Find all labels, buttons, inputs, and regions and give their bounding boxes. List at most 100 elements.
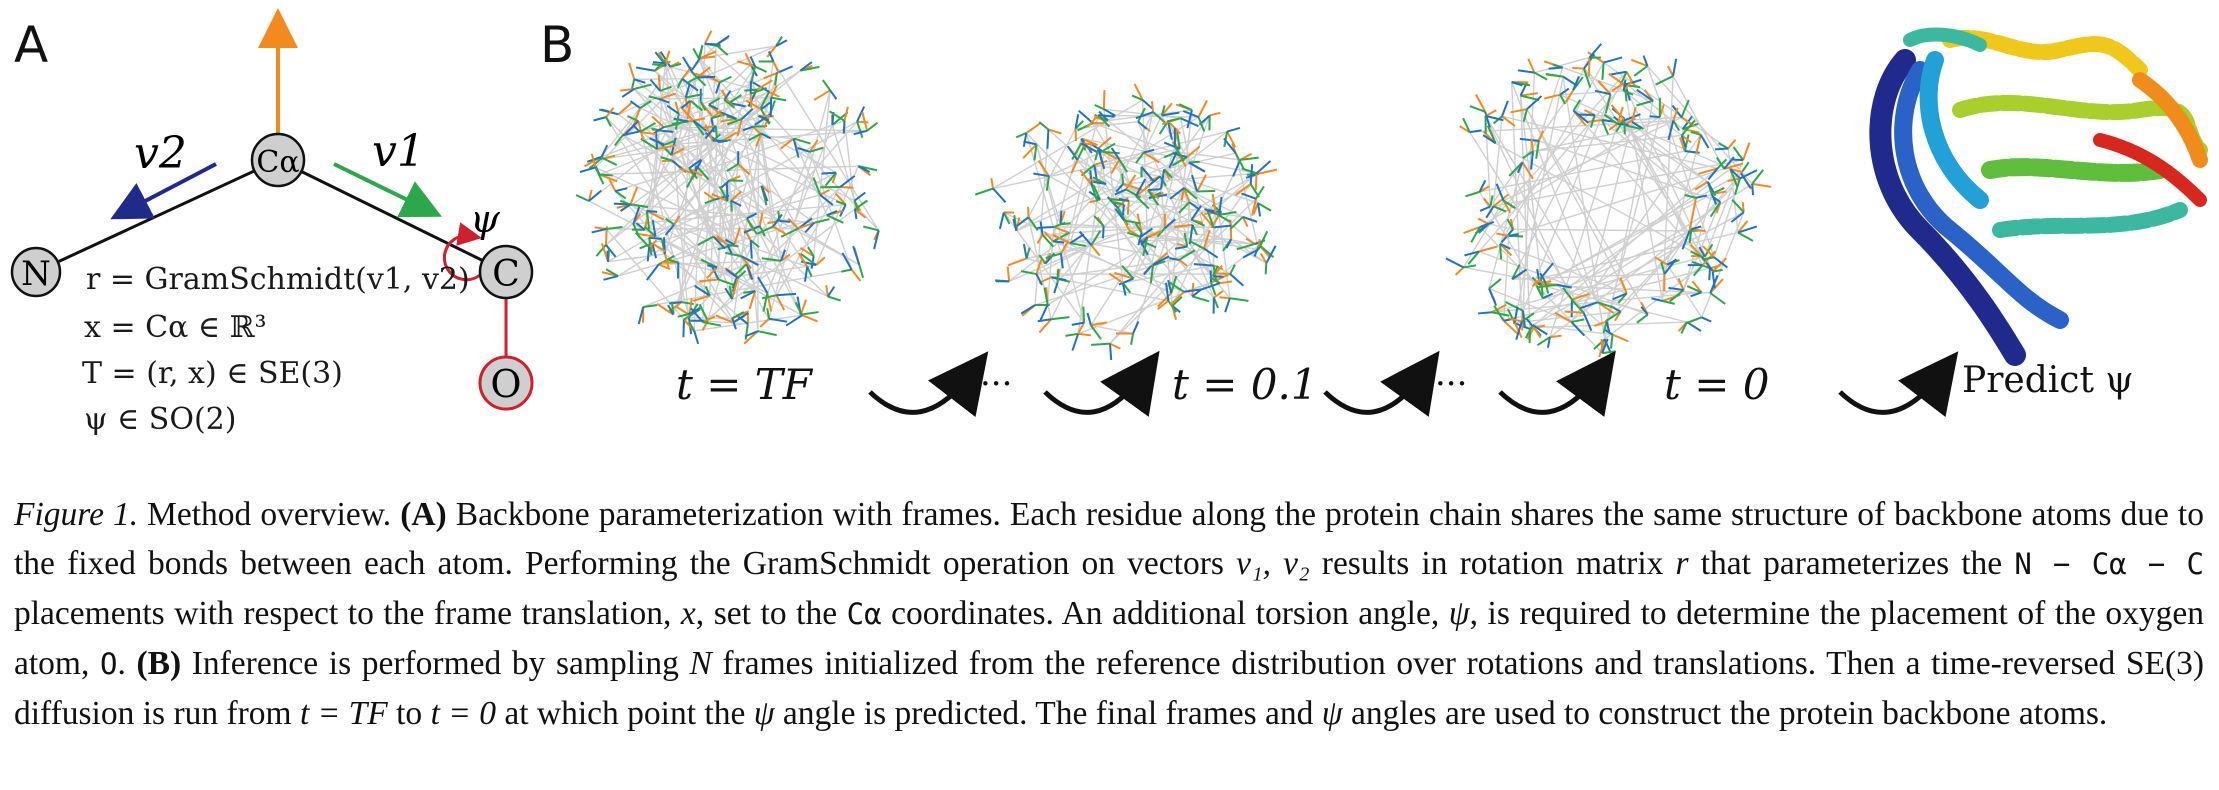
frame-axis [657, 74, 662, 91]
frame-axis [1046, 129, 1050, 149]
chain-bond [1141, 232, 1259, 250]
frame-axis [1152, 111, 1168, 126]
frame-axis [839, 175, 856, 188]
chain-bond [600, 91, 770, 158]
frame-axis [1688, 213, 1695, 232]
frame-axis [1631, 121, 1643, 129]
frame-axis [1071, 142, 1083, 160]
frame-axis [1511, 81, 1523, 87]
frame-axis [1651, 297, 1663, 302]
frame-axis [1543, 93, 1561, 100]
frame-axis [745, 99, 762, 111]
chain-bond [1491, 255, 1705, 313]
frame-axis [662, 129, 674, 133]
frame-axis [684, 83, 691, 98]
frame-axis [825, 285, 829, 297]
frame-axis [1123, 219, 1141, 225]
frame-axis [1703, 243, 1714, 258]
frame-axis [737, 270, 747, 279]
frame-axis [761, 257, 782, 262]
frame-axis [757, 330, 777, 337]
frame-axis [760, 185, 769, 202]
frame-axis [1165, 282, 1170, 301]
frame-axis [1012, 218, 1018, 232]
frame-axis [1086, 114, 1100, 128]
frame-axis [686, 173, 696, 188]
frame-axis [727, 243, 739, 248]
frame-axis [1601, 338, 1609, 354]
frame-axis [1033, 144, 1038, 161]
frame-axis [1123, 219, 1131, 232]
frame-axis [1006, 266, 1011, 282]
chain-bond [1562, 66, 1654, 102]
frame-axis [1059, 253, 1064, 269]
frame-axis [1690, 291, 1702, 298]
frame-axis [646, 246, 651, 262]
frame-axis [725, 182, 729, 202]
chain-bond [678, 261, 738, 277]
frame-axis [614, 134, 624, 147]
frame-axis [1213, 290, 1224, 299]
frame-axis [1257, 168, 1278, 175]
chain-bond [1559, 94, 1731, 170]
frame-axis [748, 132, 762, 142]
frame-axis [1223, 137, 1237, 154]
chain-bond [1230, 238, 1267, 264]
chain-bond [1501, 115, 1718, 170]
chain-bond [1143, 115, 1163, 153]
frame-axis [1511, 268, 1528, 281]
v1-label: v1 [372, 126, 425, 177]
frame-axis [1183, 232, 1189, 247]
frame-axis [1135, 111, 1154, 120]
atom-o-label: O [490, 362, 521, 406]
frame-axis [1169, 291, 1185, 306]
frame-axis [1478, 245, 1498, 253]
frame-axis [1496, 232, 1509, 237]
label-t-01: t = 0.1 [1172, 360, 1318, 409]
frame-axis [646, 209, 658, 213]
chain-bond [630, 203, 815, 224]
frame-axis [656, 303, 674, 316]
frame-axis [1080, 142, 1098, 153]
caption-text: , is required to determine the placement… [14, 595, 2204, 682]
frame-axis [706, 266, 718, 279]
frame-axis [1751, 169, 1764, 185]
frame-axis [1484, 111, 1491, 128]
frame-axis [1167, 279, 1173, 294]
chain-bond [1026, 224, 1193, 260]
frame-axis [617, 102, 633, 116]
frame-axis [1730, 211, 1745, 223]
frame-axis [1510, 108, 1528, 114]
frame-axis [1213, 224, 1232, 229]
frame-axis [827, 286, 836, 298]
frame-axis [1564, 310, 1584, 314]
frame-axis [1546, 336, 1551, 348]
frame-axis [824, 172, 837, 187]
label-t-tf: t = TF [676, 360, 812, 409]
frame-axis [1115, 183, 1124, 193]
frame-axis [1662, 299, 1675, 305]
frame-axis [1045, 252, 1062, 259]
frame-axis [1191, 218, 1206, 227]
frame-axis [1160, 169, 1166, 189]
frame-axis [1178, 249, 1196, 261]
frame-axis [1142, 236, 1149, 257]
frame-axis [1539, 272, 1547, 283]
chain-bond [637, 121, 689, 315]
caption-text: angles are used to construct the protein… [1342, 695, 2108, 732]
frame-axis [1723, 162, 1744, 170]
frame-axis [1709, 278, 1724, 294]
frame-axis [1193, 263, 1214, 267]
eq-rotation: r = GramSchmidt(v1, v2) [86, 262, 470, 297]
frame-axis [798, 221, 815, 230]
frame-axis [1695, 134, 1702, 154]
frame-axis [998, 212, 1005, 230]
chain-bond [1098, 147, 1221, 284]
frame-axis [638, 233, 656, 238]
frame-axis [625, 120, 640, 135]
frame-axis [1588, 43, 1603, 59]
frame-axis [633, 78, 646, 84]
chain-bond [809, 151, 853, 270]
frame-axis [1681, 115, 1693, 130]
frame-axis [745, 263, 754, 280]
